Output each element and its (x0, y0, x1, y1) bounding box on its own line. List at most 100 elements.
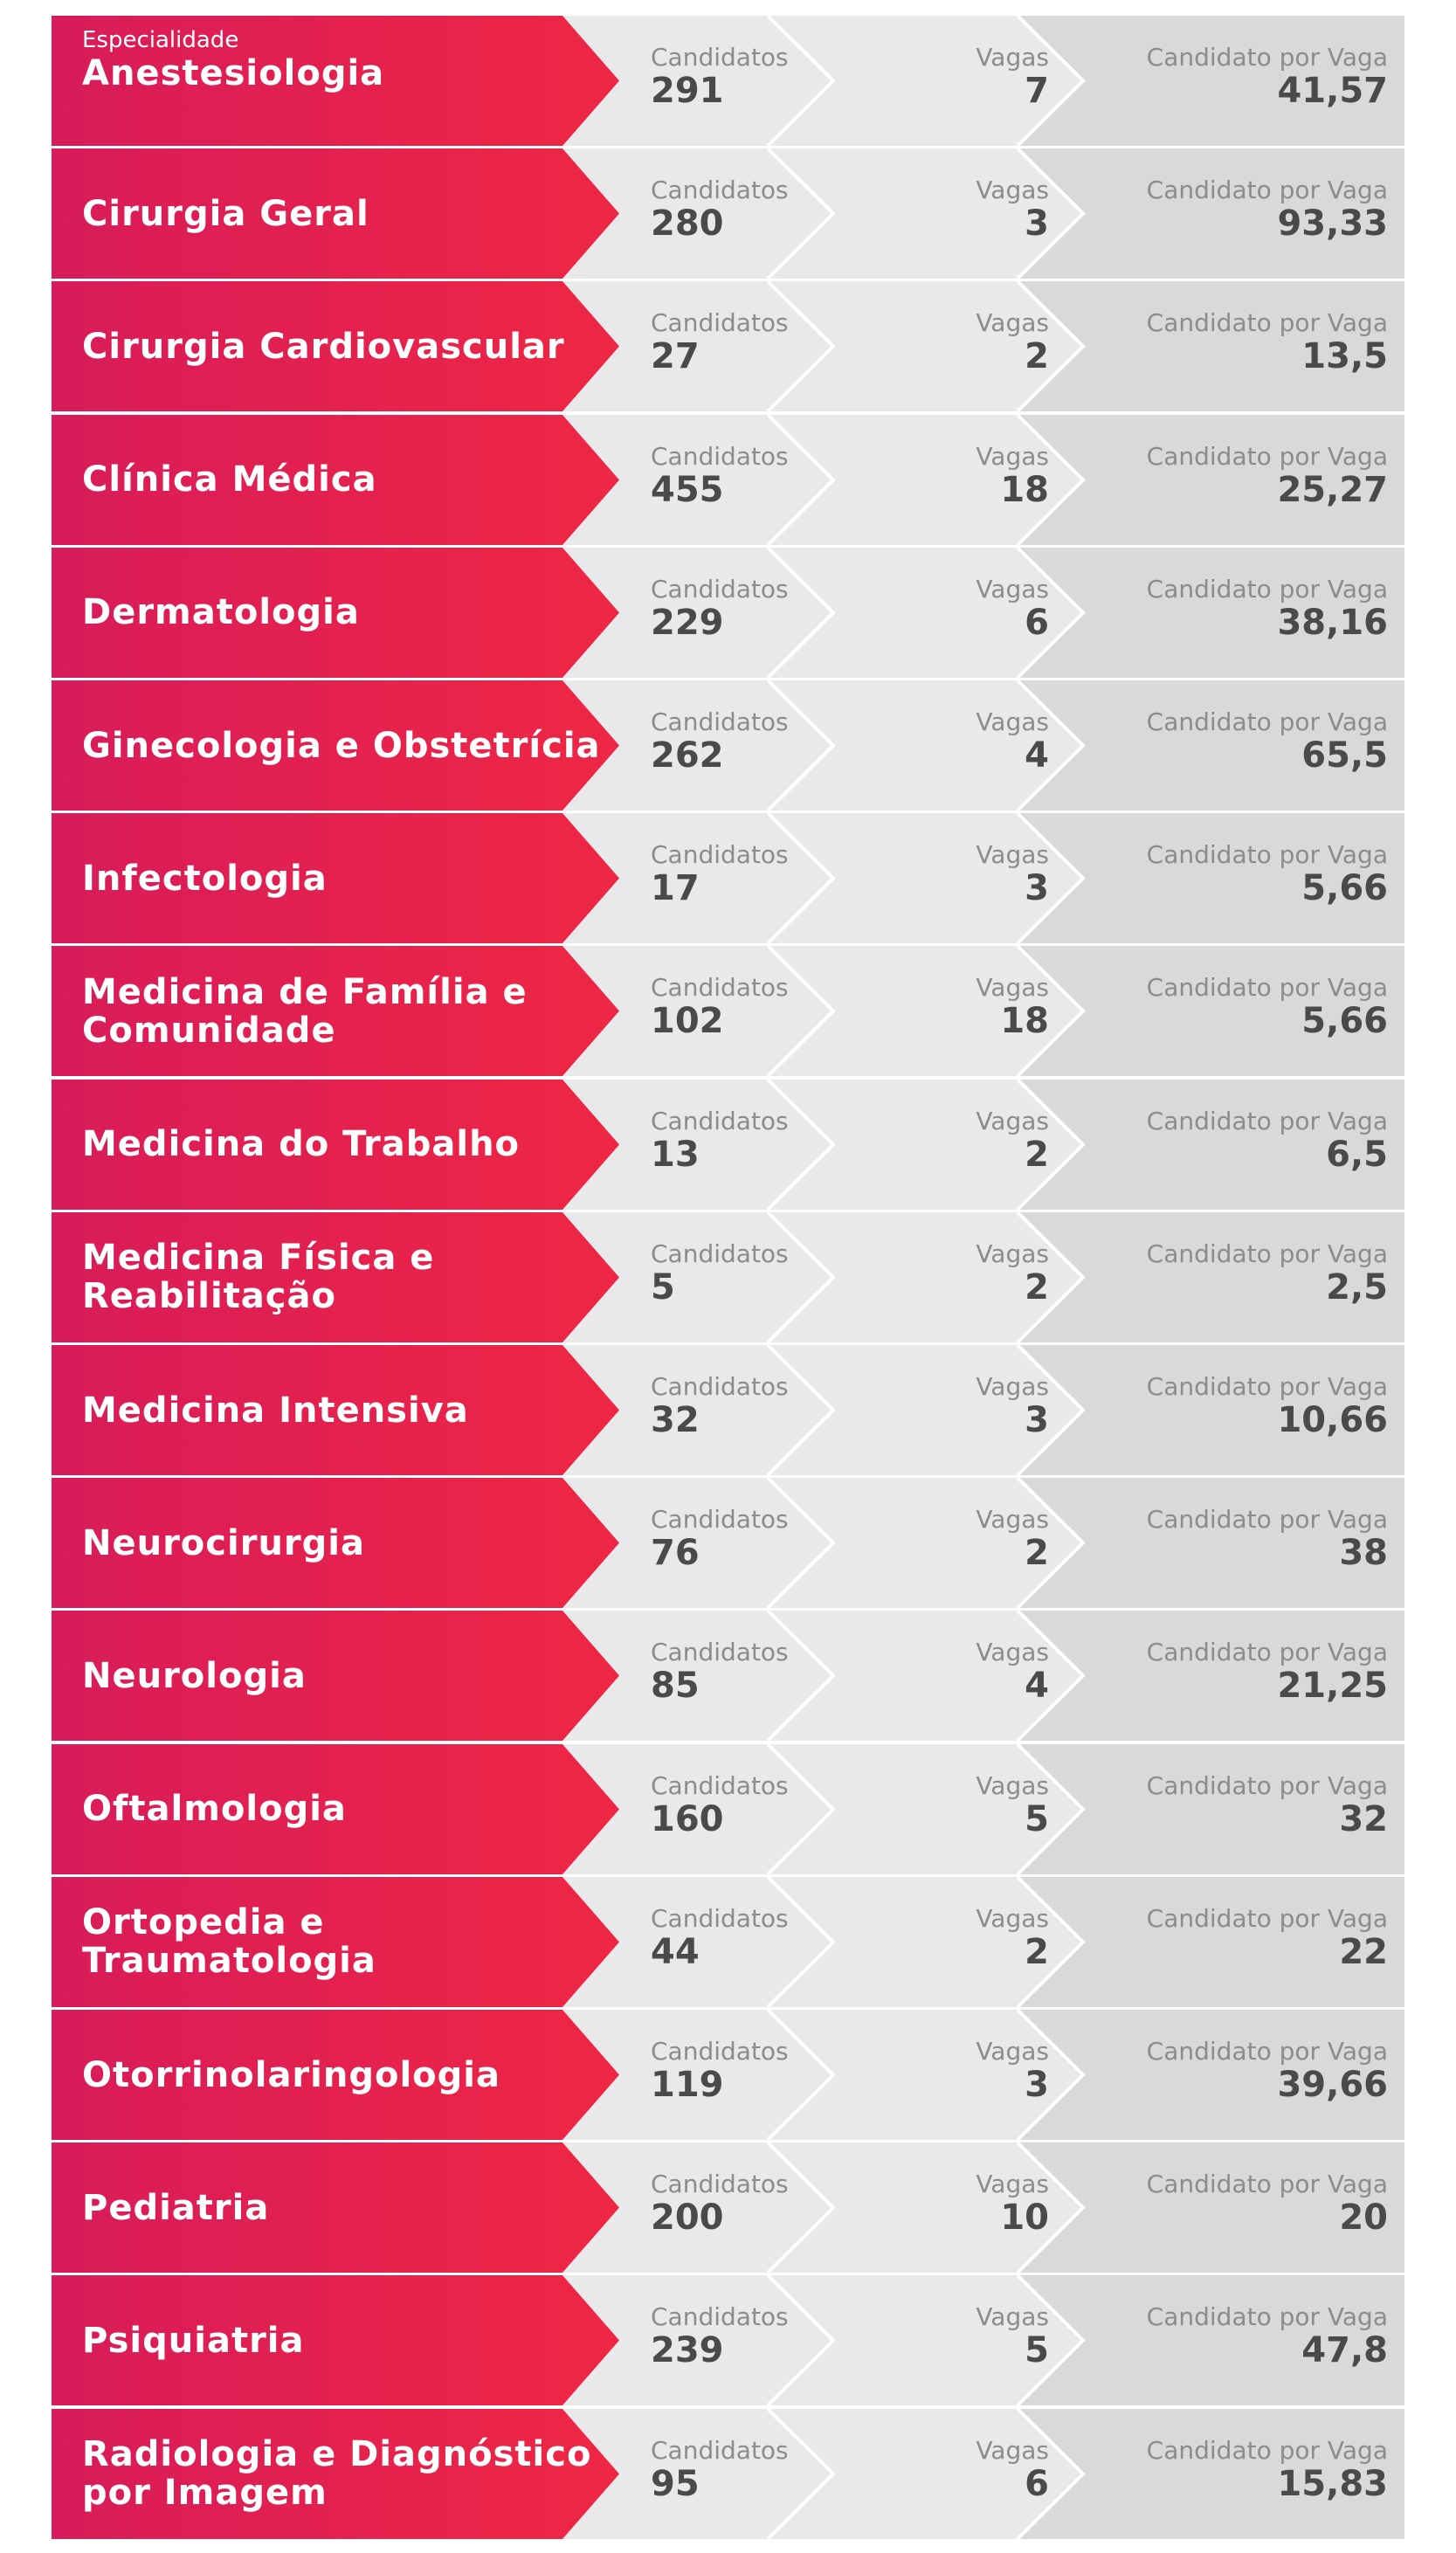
ratio-panel (1018, 1611, 1404, 1742)
vacancies-cell-label: Vagas (976, 707, 1049, 736)
candidates-cell-value: 27 (651, 336, 700, 377)
ratio-cell-label: Candidato por Vaga (1146, 1638, 1388, 1667)
chevron-divider (1016, 547, 1086, 678)
specialty-chevron (52, 1345, 619, 1475)
vacancies-cell: Vagas 2 (873, 1107, 1049, 1174)
candidates-cell-label: Candidatos (651, 1903, 789, 1933)
vacancies-cell-label: Vagas (976, 2435, 1049, 2465)
ratio-cell-value: 65,5 (1301, 735, 1388, 776)
ratio-panel (1018, 2275, 1404, 2406)
specialty-cell: Ortopedia e Traumatologia (82, 1877, 641, 2007)
specialty-caption: Especialidade (82, 27, 239, 53)
ratio-panel (1018, 2142, 1404, 2274)
specialty-name: Medicina de Família e Comunidade (82, 973, 641, 1050)
candidates-cell: Candidatos 76 (651, 1505, 789, 1573)
ratio-panel (1018, 281, 1404, 412)
row-background (52, 680, 1404, 811)
vacancies-cell: Vagas 3 (873, 176, 1049, 244)
specialty-cell: Ginecologia e Obstetrícia (82, 680, 641, 811)
specialty-name-line: Infectologia (82, 858, 328, 899)
specialty-name-line: Psiquiatria (82, 2320, 305, 2361)
candidates-cell-label: Candidatos (651, 441, 789, 471)
specialty-name: Oftalmologia (82, 1790, 641, 1828)
chevron-divider (766, 1345, 836, 1475)
specialty-cell: Psiquiatria (82, 2275, 641, 2405)
chevron-divider (1016, 1345, 1086, 1475)
ratio-cell-value: 32 (1339, 1798, 1388, 1839)
vacancies-cell-value: 2 (1025, 1134, 1049, 1175)
vacancies-cell: Vagas 18 (873, 974, 1049, 1041)
vacancies-cell-value: 2 (1025, 1533, 1049, 1574)
vacancies-cell: Vagas 3 (873, 841, 1049, 908)
candidates-cell: Candidatos 5 (651, 1239, 789, 1308)
row-background (52, 2408, 1404, 2539)
candidates-cell-value: 17 (651, 868, 700, 909)
row-background (52, 1743, 1404, 1874)
specialty-cell: Clínica Médica (82, 415, 641, 545)
candidates-cell-value: 119 (651, 2065, 724, 2105)
ratio-cell-label: Candidato por Vaga (1146, 1239, 1388, 1268)
ratio-cell-label: Candidato por Vaga (1146, 308, 1388, 338)
candidates-cell-value: 44 (651, 1931, 700, 1972)
ratio-cell: Candidato por Vaga 41,57 (1082, 44, 1388, 111)
vacancies-cell-label: Vagas (976, 1505, 1049, 1535)
ratio-panel (1018, 1211, 1404, 1342)
ratio-cell: Candidato por Vaga 21,25 (1082, 1638, 1388, 1707)
chevron-divider (766, 2408, 836, 2539)
candidates-cell: Candidatos 13 (651, 1107, 789, 1174)
candidates-cell: Candidatos 229 (651, 575, 789, 642)
specialty-chevron (52, 1743, 619, 1874)
ratio-cell: Candidato por Vaga 5,66 (1082, 974, 1388, 1041)
row-background (52, 1478, 1404, 1609)
ratio-cell-value: 22 (1339, 1931, 1388, 1972)
specialty-chevron (52, 813, 619, 944)
vacancies-cell-value: 4 (1025, 1666, 1049, 1707)
table-row: Ginecologia e Obstetrícia Candidatos 262 Va… (52, 680, 1404, 811)
table-row: Medicina do Trabalho Candidatos 13 Vagas 2 Ca… (52, 1079, 1404, 1210)
chevron-divider (1016, 2010, 1086, 2140)
candidates-cell-value: 239 (651, 2330, 724, 2371)
ratio-cell-value: 10,66 (1277, 1400, 1388, 1440)
specialty-cell: Especialidade Anestesiologia (82, 16, 641, 146)
ratio-cell: Candidato por Vaga 47,8 (1082, 2303, 1388, 2370)
vacancies-cell-label: Vagas (976, 1770, 1049, 1800)
row-background (52, 281, 1404, 412)
specialty-chevron (52, 148, 619, 279)
specialty-name: Anestesiologia (82, 54, 641, 93)
chevron-divider (766, 680, 836, 811)
ratio-cell-value: 25,27 (1277, 469, 1388, 510)
candidates-cell: Candidatos 85 (651, 1639, 789, 1706)
table-row: Otorrinolaringologia Candidatos 119 Vagas 3 C… (52, 2010, 1404, 2140)
chevron-divider (1016, 813, 1086, 944)
candidates-cell-label: Candidatos (651, 1505, 789, 1535)
ratio-cell-value: 21,25 (1277, 1666, 1388, 1707)
specialty-cell: Cirurgia Geral (82, 148, 641, 279)
specialty-cell: Oftalmologia (82, 1744, 641, 1874)
specialty-name: Neurocirurgia (82, 1524, 641, 1563)
specialty-name: Ginecologia e Obstetrícia (82, 727, 641, 765)
specialty-cell: Medicina Intensiva (82, 1345, 641, 1475)
candidates-cell-value: 5 (651, 1266, 675, 1308)
ratio-panel (1018, 1876, 1404, 2007)
candidates-cell-value: 32 (651, 1400, 700, 1440)
chevron-divider (1016, 680, 1086, 811)
vacancies-cell: Vagas 6 (873, 575, 1049, 642)
chevron-divider (766, 1611, 836, 1742)
table-row: Cirurgia Geral Candidatos 280 Vagas 3 Candida… (52, 148, 1404, 279)
vacancies-cell-value: 3 (1025, 2065, 1049, 2105)
row-background (52, 547, 1404, 678)
vacancies-cell-label: Vagas (976, 2302, 1049, 2332)
specialty-name-line: Radiologia e Diagnóstico (82, 2434, 592, 2475)
vacancies-cell-label: Vagas (976, 43, 1049, 72)
ratio-panel (1018, 680, 1404, 811)
candidates-cell-label: Candidatos (651, 973, 789, 1003)
specialty-name: Neurologia (82, 1657, 641, 1695)
ratio-cell-value: 6,5 (1326, 1134, 1388, 1175)
specialty-chevron (52, 1079, 619, 1210)
row-background (52, 148, 1404, 279)
vacancies-cell-label: Vagas (976, 1638, 1049, 1667)
ratio-cell-label: Candidato por Vaga (1146, 840, 1388, 870)
specialty-chevron (52, 1876, 619, 2007)
vacancies-cell-value: 7 (1025, 71, 1049, 111)
vacancies-cell-label: Vagas (976, 1106, 1049, 1135)
